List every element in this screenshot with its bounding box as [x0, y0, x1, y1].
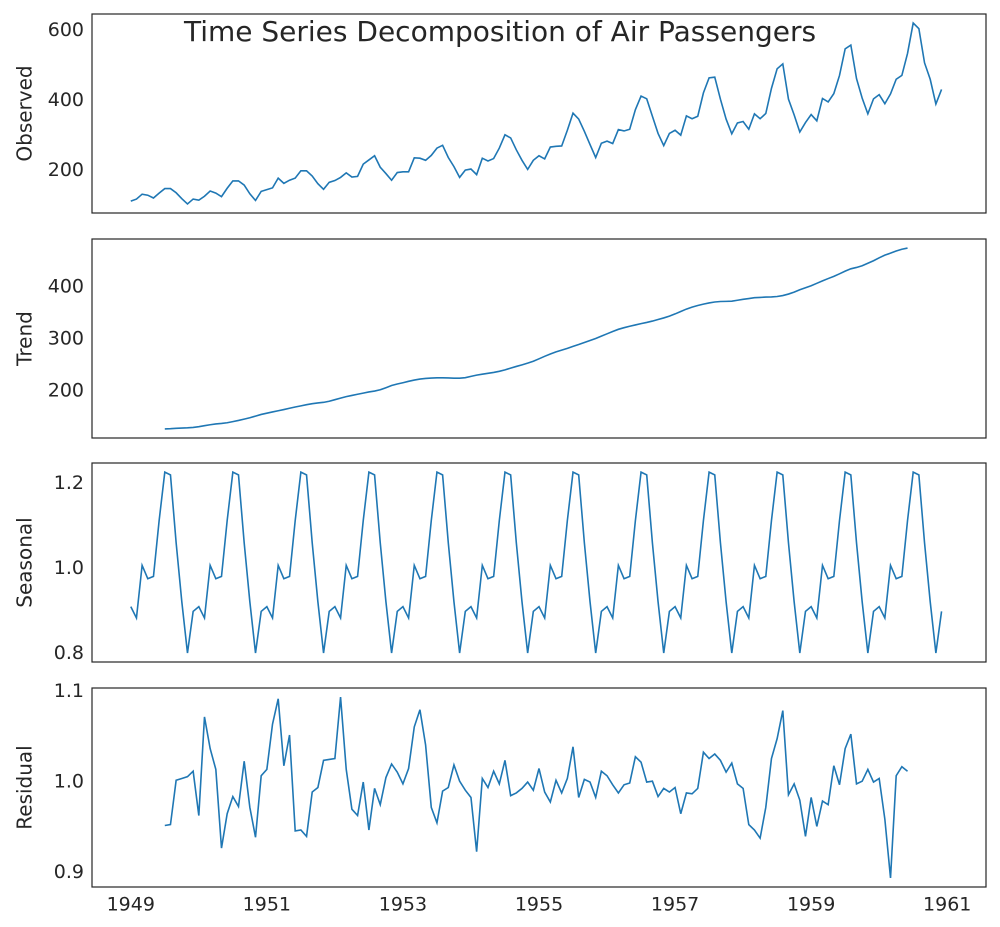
series-line [164, 247, 908, 430]
series-line [130, 21, 943, 206]
series-line [164, 696, 909, 879]
y-tick-label: 400 [48, 276, 84, 298]
y-tick-label: 600 [48, 19, 84, 41]
y-axis-label: Seasonal [13, 517, 37, 607]
x-tick-label: 1959 [787, 894, 835, 916]
plot-frame [91, 13, 987, 214]
y-tick-label: 0.9 [54, 861, 84, 883]
y-tick-label: 200 [48, 159, 84, 181]
y-axis-label: Observed [13, 65, 37, 161]
plot-frame [91, 687, 987, 888]
y-tick-label: 0.8 [54, 642, 84, 664]
x-tick-label: 1961 [923, 894, 971, 916]
x-tick-label: 1955 [515, 894, 563, 916]
y-axis-label: Trend [13, 311, 37, 367]
plot-frame [91, 462, 987, 663]
y-tick-label: 300 [48, 327, 84, 349]
y-tick-label: 400 [48, 89, 84, 111]
chart-title: Time Series Decomposition of Air Passeng… [183, 15, 816, 48]
x-tick-label: 1957 [651, 894, 699, 916]
y-tick-label: 200 [48, 379, 84, 401]
y-tick-label: 1.2 [54, 472, 84, 494]
x-tick-label: 1949 [107, 894, 155, 916]
y-axis-label: Residual [13, 745, 37, 829]
y-tick-label: 1.0 [54, 557, 84, 579]
y-tick-label: 1.1 [54, 680, 84, 702]
x-tick-label: 1953 [379, 894, 427, 916]
plot-frame [91, 238, 987, 439]
y-tick-label: 1.0 [54, 771, 84, 793]
series-line [130, 470, 943, 654]
x-tick-label: 1951 [243, 894, 291, 916]
